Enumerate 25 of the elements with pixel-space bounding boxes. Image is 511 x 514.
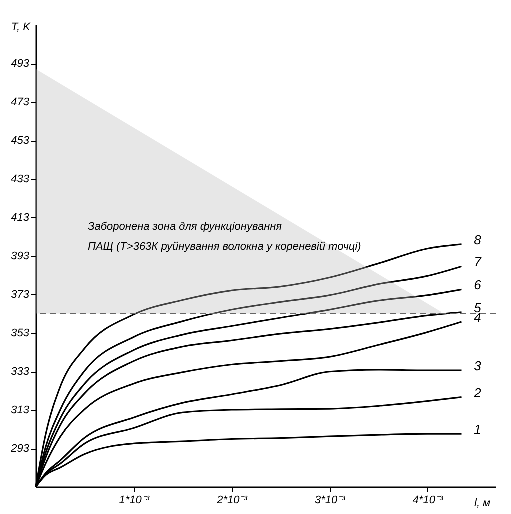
x-axis-title: l, м: [474, 498, 492, 510]
x-tick-label: 4*10⁻³: [412, 494, 444, 506]
y-tick-label: 493: [11, 58, 30, 70]
x-tick-label: 2*10⁻³: [216, 494, 248, 506]
y-tick-label: 373: [11, 289, 30, 301]
y-tick-label: 353: [11, 328, 30, 340]
y-tick-label: 313: [11, 404, 30, 416]
x-tick-label: 1*10⁻³: [119, 494, 150, 506]
y-tick-label: 393: [11, 250, 30, 262]
series-label: 8: [474, 232, 482, 248]
series-label: 2: [473, 385, 482, 400]
annotation: ПАЩ (T>363К руйнування волокна у кореневій точці): [88, 241, 362, 253]
y-tick-label: 473: [11, 96, 30, 108]
y-tick-label: 333: [11, 366, 30, 378]
y-tick-label: 433: [11, 174, 30, 186]
series-label: 6: [474, 278, 482, 293]
x-tick-label: 3*10⁻³: [314, 494, 346, 506]
series-label: 7: [474, 254, 482, 270]
y-tick-label: 413: [11, 212, 30, 224]
y-tick-label: 453: [11, 135, 30, 147]
y-tick-label: 293: [10, 443, 30, 455]
series-label: 3: [474, 358, 482, 374]
series-label: 1: [474, 422, 482, 438]
y-axis-title: T, K: [11, 22, 32, 34]
annotation: Заборонена зона для функціонування: [88, 221, 282, 233]
